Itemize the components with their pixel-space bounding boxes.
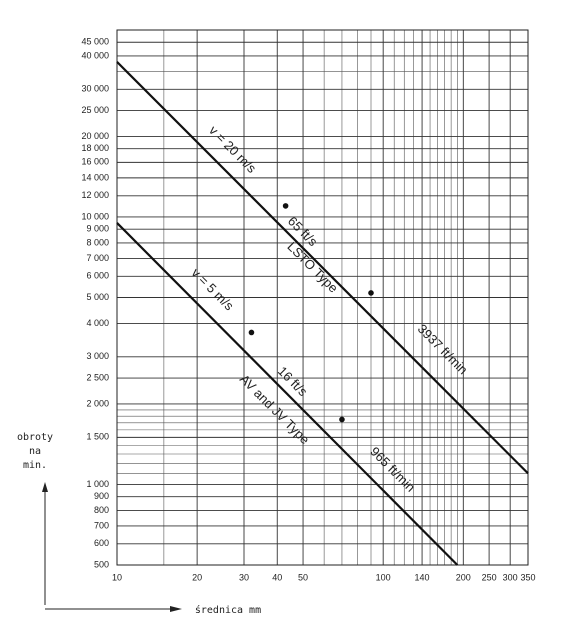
x-tick-label: 140 [415,572,430,582]
x-tick-label: 10 [112,572,122,582]
x-tick-label: 30 [239,572,249,582]
x-axis-label: średnica mm [195,604,261,616]
x-tick-label: 100 [376,572,391,582]
x-tick-label: 20 [192,572,202,582]
y-tick-label: 9 000 [86,224,109,234]
y-tick-label: 1 500 [86,432,109,442]
y-tick-label: 800 [94,505,109,515]
line [116,61,529,475]
y-tick-label: 4 000 [86,318,109,328]
line [116,222,459,566]
y-tick-label: 5 000 [86,292,109,302]
y-axis-label: min. [23,460,47,471]
y-tick-label: 14 000 [81,172,109,182]
y-tick-label: 16 000 [81,157,109,167]
y-tick-label: 45 000 [81,37,109,47]
annotation: 965 ft/min [367,444,418,495]
y-tick-label: 2 000 [86,398,109,408]
y-axis-label: obroty [17,432,53,443]
y-tick-label: 900 [94,491,109,501]
x-arrow-head [170,606,182,612]
y-tick-label: 6 000 [86,271,109,281]
y-axis-label: na [29,446,41,457]
point [368,290,374,296]
y-tick-label: 25 000 [81,105,109,115]
plot-frame [116,29,529,566]
y-tick-label: 18 000 [81,143,109,153]
x-tick-label: 200 [456,572,471,582]
point [282,203,289,209]
y-tick-label: 2 500 [86,372,109,382]
y-arrow-head [42,482,48,492]
y-tick-label: 30 000 [81,84,109,94]
y-tick-label: 10 000 [81,211,109,221]
x-tick-label: 40 [272,572,282,582]
y-tick-label: 8 000 [86,237,109,247]
x-tick-label: 300 [503,572,518,582]
point [339,416,345,423]
annotation: v = 5 m/s [189,265,238,314]
point [248,329,255,336]
y-tick-label: 7 000 [86,253,109,263]
annotation: v = 20 m/s [206,123,260,177]
y-tick-label: 3 000 [86,351,109,361]
y-tick-label: 1 000 [86,479,109,489]
y-tick-label: 20 000 [81,131,109,141]
y-tick-label: 12 000 [81,190,109,200]
y-tick-label: 700 [94,520,109,530]
x-tick-label: 50 [298,572,308,582]
y-tick-label: 600 [94,538,109,548]
annotation: 16 ft/s [275,363,311,399]
y-tick-label: 40 000 [81,50,109,60]
x-tick-label: 250 [482,572,497,582]
y-tick-label: 500 [94,559,109,569]
annotation: LSTO Type [284,239,341,296]
x-tick-label: 350 [520,572,535,582]
